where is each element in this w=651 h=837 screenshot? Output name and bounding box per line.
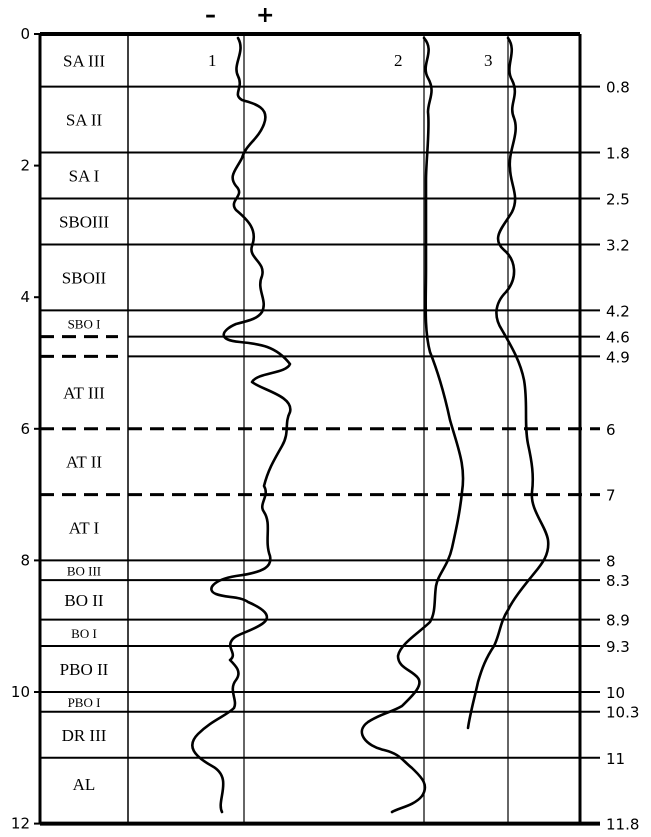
boundary-label: 2.5	[606, 191, 630, 209]
curve-1	[191, 36, 292, 814]
zone-label-bo3: BO III	[67, 563, 101, 578]
zone-label-sbo3: SBOIII	[59, 213, 109, 232]
boundary-label: 9.3	[606, 638, 630, 656]
curve-label-3: 3	[484, 51, 493, 70]
depth-tick-label: 12	[11, 815, 30, 833]
curve-3	[466, 36, 550, 730]
boundary-label: 8.9	[606, 612, 630, 630]
boundary-label: 11	[606, 750, 625, 768]
zone-labels: SA III SA II SA I SBOIII SBOII SBO I AT III AT …	[59, 51, 109, 794]
boundary-label: 4.2	[606, 302, 630, 320]
depth-tick-label: 4	[20, 288, 30, 306]
boundary-label: 8	[606, 552, 616, 570]
boundary-label: 7	[606, 487, 616, 505]
boundary-label: 10	[606, 684, 625, 702]
zone-label-sbo2: SBOII	[62, 268, 107, 287]
depth-axis: 0 2 4 6 8 10 12	[11, 25, 40, 833]
boundary-label: 4.9	[606, 348, 630, 366]
depth-tick-label: 8	[20, 551, 30, 569]
depth-tick-label: 10	[11, 683, 30, 701]
zone-label-pbo2: PBO II	[60, 660, 109, 679]
zone-label-al: AL	[73, 775, 96, 794]
zone-label-sa3: SA III	[63, 51, 105, 70]
zone-label-at3: AT III	[63, 384, 105, 403]
zone-label-at1: AT I	[69, 519, 100, 538]
boundary-label: 11.8	[606, 816, 639, 834]
depth-tick-label: 2	[20, 157, 30, 175]
boundary-label: 3.2	[606, 237, 630, 255]
zone-label-bo1: BO I	[71, 626, 97, 641]
depth-tick-label: 6	[20, 420, 30, 438]
boundary-label: 1.8	[606, 144, 630, 162]
boundary-label: 10.3	[606, 704, 639, 722]
zone-label-bo2: BO II	[64, 591, 104, 610]
boundary-label: 4.6	[606, 329, 630, 347]
curves	[191, 36, 550, 814]
curve-label-1: 1	[208, 51, 217, 70]
zone-label-dr3: DR III	[62, 726, 107, 745]
zone-label-sa1: SA I	[69, 166, 100, 185]
zone-boundaries: 0.8 1.8 2.5 3.2 4.2 4.64.9 6 7 8 8.3 8.9 9.3 10 10.3 1…	[40, 79, 639, 834]
plus-sign: +	[256, 3, 274, 28]
zone-label-pbo1: PBO I	[68, 695, 101, 710]
zone-label-at2: AT II	[66, 453, 102, 472]
boundary-label: 8.3	[606, 572, 630, 590]
boundary-label: 0.8	[606, 79, 630, 97]
curve-label-2: 2	[394, 51, 403, 70]
depth-tick-label: 0	[20, 25, 30, 43]
curve-2	[360, 36, 465, 814]
boundary-label: 6	[606, 421, 616, 439]
zone-label-sa2: SA II	[66, 111, 103, 130]
zone-label-sbo1: SBO I	[68, 317, 101, 332]
minus-sign: –	[205, 3, 216, 28]
